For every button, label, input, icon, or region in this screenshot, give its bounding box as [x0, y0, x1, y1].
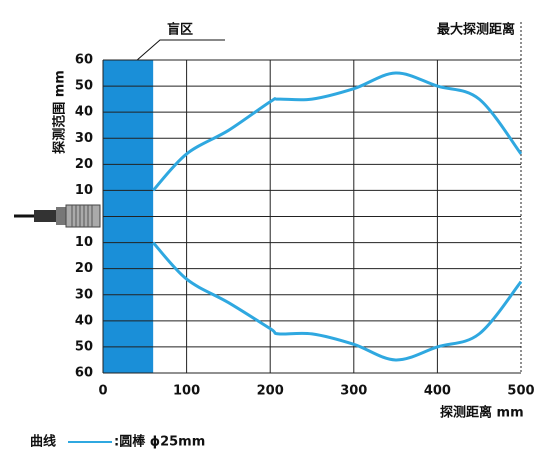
y-tick-label: 50: [75, 79, 93, 94]
y-tick-label: 50: [75, 339, 93, 354]
legend-title: 曲线: [30, 434, 56, 450]
y-tick-label: 10: [75, 183, 93, 198]
sensor-icon: [14, 204, 101, 228]
x-axis-title: 探测距离 mm: [440, 405, 524, 421]
x-tick-label: 0: [98, 384, 107, 399]
max-distance-label: 最大探测距离: [437, 22, 515, 38]
y-tick-label: 40: [75, 105, 93, 120]
x-tick-label: 400: [424, 384, 451, 399]
curve: [152, 71, 523, 192]
y-tick-label: 30: [75, 287, 93, 302]
y-tick-label: 10: [75, 235, 93, 250]
y-tick-label: 60: [75, 366, 93, 381]
y-tick-label: 40: [75, 313, 93, 328]
legend-label: :圆棒 ϕ25mm: [114, 434, 205, 450]
x-tick-label: 500: [507, 384, 534, 399]
y-tick-label: 20: [75, 157, 93, 172]
y-tick-label: 60: [75, 53, 93, 68]
x-tick-label: 200: [257, 384, 284, 399]
y-tick-label: 30: [75, 131, 93, 146]
x-tick-label: 100: [173, 384, 200, 399]
curve: [152, 241, 523, 362]
x-tick-label: 300: [340, 384, 367, 399]
blind-zone-label: 盲区: [167, 22, 193, 38]
y-axis-title: 探测范围 mm: [52, 70, 68, 154]
y-tick-label: 20: [75, 261, 93, 276]
leader-line: [127, 39, 225, 69]
